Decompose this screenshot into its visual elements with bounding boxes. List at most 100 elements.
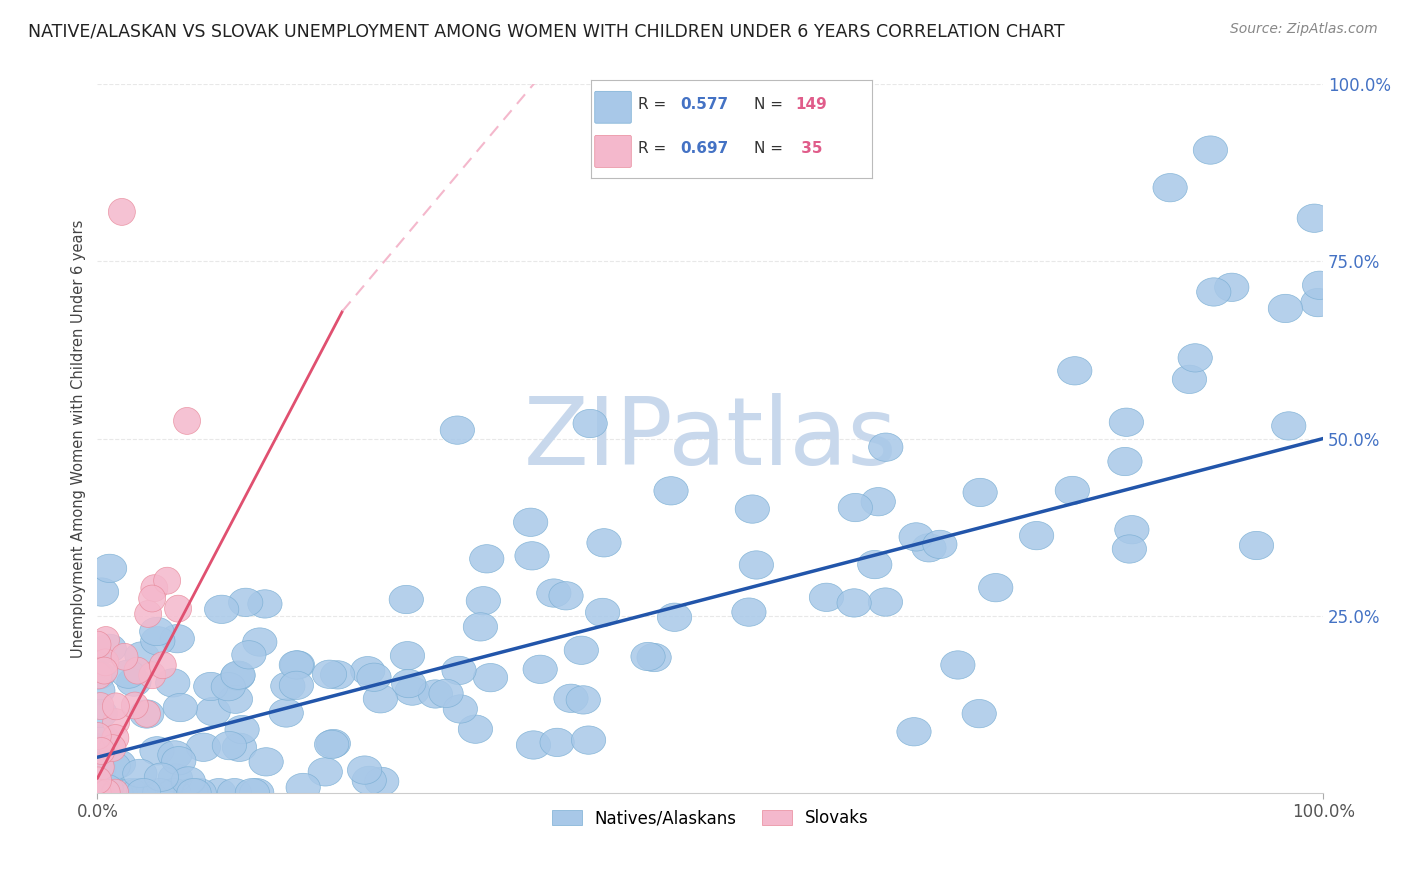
Ellipse shape bbox=[391, 641, 425, 670]
Ellipse shape bbox=[211, 673, 246, 701]
Ellipse shape bbox=[80, 779, 115, 807]
Ellipse shape bbox=[111, 660, 146, 689]
Ellipse shape bbox=[810, 583, 844, 612]
Ellipse shape bbox=[898, 523, 934, 551]
Ellipse shape bbox=[548, 582, 583, 610]
Ellipse shape bbox=[1153, 174, 1187, 202]
Ellipse shape bbox=[232, 640, 266, 669]
Ellipse shape bbox=[163, 693, 197, 722]
Ellipse shape bbox=[554, 684, 588, 713]
Ellipse shape bbox=[1298, 204, 1331, 233]
Ellipse shape bbox=[127, 779, 160, 807]
Ellipse shape bbox=[271, 672, 305, 700]
Ellipse shape bbox=[139, 737, 174, 765]
Ellipse shape bbox=[222, 733, 257, 762]
Ellipse shape bbox=[121, 692, 149, 719]
Ellipse shape bbox=[139, 662, 166, 689]
Ellipse shape bbox=[280, 651, 314, 679]
Text: 0.577: 0.577 bbox=[681, 97, 728, 112]
Text: 0.697: 0.697 bbox=[681, 142, 728, 156]
Ellipse shape bbox=[516, 731, 551, 759]
Ellipse shape bbox=[321, 661, 354, 689]
Y-axis label: Unemployment Among Women with Children Under 6 years: Unemployment Among Women with Children U… bbox=[72, 219, 86, 657]
Text: Source: ZipAtlas.com: Source: ZipAtlas.com bbox=[1230, 22, 1378, 37]
Ellipse shape bbox=[658, 603, 692, 632]
Ellipse shape bbox=[124, 657, 150, 684]
FancyBboxPatch shape bbox=[595, 136, 631, 168]
Ellipse shape bbox=[357, 663, 391, 691]
Ellipse shape bbox=[80, 779, 115, 807]
Ellipse shape bbox=[101, 750, 135, 778]
Ellipse shape bbox=[139, 617, 174, 646]
Ellipse shape bbox=[84, 767, 111, 794]
Ellipse shape bbox=[858, 550, 891, 579]
Ellipse shape bbox=[156, 669, 190, 697]
Ellipse shape bbox=[157, 779, 191, 807]
Ellipse shape bbox=[221, 661, 256, 690]
Ellipse shape bbox=[82, 661, 115, 690]
Ellipse shape bbox=[315, 731, 349, 758]
Ellipse shape bbox=[82, 755, 117, 783]
Ellipse shape bbox=[122, 759, 157, 788]
Ellipse shape bbox=[235, 779, 270, 807]
Ellipse shape bbox=[467, 587, 501, 615]
Ellipse shape bbox=[564, 636, 599, 665]
Ellipse shape bbox=[540, 728, 574, 756]
Ellipse shape bbox=[1057, 357, 1092, 385]
Ellipse shape bbox=[93, 780, 121, 806]
Ellipse shape bbox=[395, 677, 429, 706]
Ellipse shape bbox=[204, 595, 239, 624]
Ellipse shape bbox=[911, 533, 946, 562]
Ellipse shape bbox=[860, 488, 896, 516]
Ellipse shape bbox=[247, 590, 283, 618]
Ellipse shape bbox=[312, 660, 347, 689]
Ellipse shape bbox=[429, 679, 463, 707]
Ellipse shape bbox=[149, 652, 176, 679]
Ellipse shape bbox=[1239, 532, 1274, 559]
Ellipse shape bbox=[103, 693, 129, 720]
Ellipse shape bbox=[96, 752, 131, 780]
Ellipse shape bbox=[159, 764, 193, 792]
Ellipse shape bbox=[87, 780, 114, 806]
Ellipse shape bbox=[83, 699, 117, 728]
Ellipse shape bbox=[125, 641, 159, 670]
Ellipse shape bbox=[280, 651, 315, 679]
Ellipse shape bbox=[1178, 343, 1212, 372]
Ellipse shape bbox=[1301, 288, 1336, 317]
Ellipse shape bbox=[1019, 522, 1053, 549]
Ellipse shape bbox=[654, 476, 688, 505]
Ellipse shape bbox=[838, 493, 873, 522]
Ellipse shape bbox=[285, 773, 321, 802]
Ellipse shape bbox=[1112, 535, 1146, 563]
Ellipse shape bbox=[80, 779, 115, 807]
Ellipse shape bbox=[84, 632, 111, 658]
Ellipse shape bbox=[91, 648, 120, 676]
Ellipse shape bbox=[537, 579, 571, 607]
Ellipse shape bbox=[869, 433, 903, 461]
Ellipse shape bbox=[574, 409, 607, 438]
Ellipse shape bbox=[98, 735, 127, 762]
Ellipse shape bbox=[316, 730, 350, 757]
Ellipse shape bbox=[585, 599, 620, 626]
Ellipse shape bbox=[98, 779, 134, 807]
Ellipse shape bbox=[979, 574, 1012, 602]
Ellipse shape bbox=[103, 779, 138, 807]
Ellipse shape bbox=[1268, 294, 1302, 323]
Ellipse shape bbox=[631, 642, 665, 671]
Ellipse shape bbox=[145, 763, 179, 791]
Ellipse shape bbox=[443, 695, 478, 723]
Ellipse shape bbox=[174, 779, 208, 807]
Ellipse shape bbox=[941, 651, 974, 679]
Ellipse shape bbox=[141, 627, 174, 655]
Ellipse shape bbox=[212, 731, 246, 760]
Ellipse shape bbox=[103, 709, 129, 736]
Ellipse shape bbox=[142, 779, 177, 807]
Ellipse shape bbox=[458, 715, 492, 743]
Ellipse shape bbox=[80, 676, 115, 705]
Ellipse shape bbox=[181, 779, 217, 807]
Legend: Natives/Alaskans, Slovaks: Natives/Alaskans, Slovaks bbox=[546, 803, 876, 834]
Ellipse shape bbox=[153, 567, 180, 594]
Ellipse shape bbox=[1215, 273, 1249, 301]
Ellipse shape bbox=[389, 585, 423, 614]
Ellipse shape bbox=[1302, 271, 1337, 300]
